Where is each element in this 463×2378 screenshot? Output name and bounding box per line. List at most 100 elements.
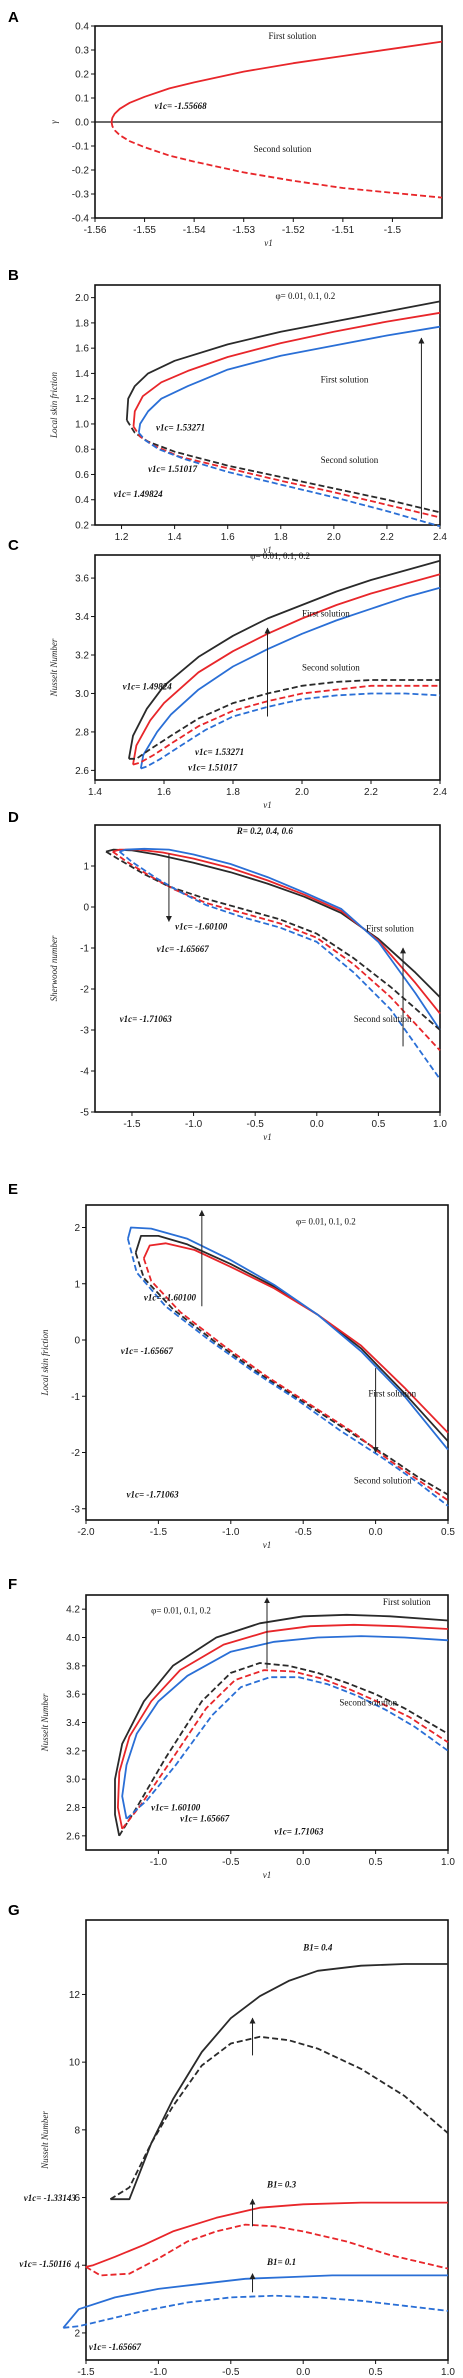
x-axis-label: v1 [263, 800, 272, 810]
series-line-3 [119, 847, 441, 1031]
panel-d: D -1.5 -1.0 -0.5 0.0 0.5 1.0 -5 -4 -3 -2 -1 0 1 v1 Sher… [8, 809, 447, 1142]
series-line-6 [63, 2294, 449, 2329]
note-label: Second solution [302, 662, 360, 672]
y-tick-label: -2 [80, 985, 89, 996]
y-tick-label: -4 [80, 1067, 89, 1078]
series-line-3 [121, 1635, 449, 1819]
note-label: Second solution [254, 144, 312, 154]
panel-letter: C [8, 537, 19, 554]
x-tick-label: 2.4 [433, 532, 447, 543]
y-tick-label: 2.8 [66, 1803, 80, 1814]
series-line-3 [139, 586, 441, 769]
y-tick-label: 0.0 [75, 118, 89, 129]
y-tick-label: 0 [74, 1336, 80, 1347]
y-tick-label: 2.8 [75, 727, 89, 738]
x-tick-label: 0.0 [369, 1527, 383, 1538]
series-line-1 [110, 1963, 448, 2201]
annotation-label: v1c= 1.60100 [151, 1802, 201, 1812]
series-line-5 [112, 850, 441, 1052]
annotation-label: v1c= -1.55668 [154, 101, 207, 111]
y-tick-label: 3.2 [75, 651, 89, 662]
series-line-1 [110, 40, 443, 123]
note-label: Second solution [354, 1014, 412, 1024]
x-tick-label: -1.0 [222, 1527, 240, 1538]
y-tick-label: 6 [74, 2193, 80, 2204]
y-axis-label: Nusselt Number [40, 1693, 50, 1752]
x-tick-label: 2.4 [433, 787, 447, 798]
annotation-label: v1c= -1.65667 [121, 1346, 174, 1356]
annotation-label: R= 0.2, 0.4, 0.6 [236, 826, 294, 836]
y-tick-label: 4 [74, 2261, 80, 2272]
series-line-5 [132, 684, 440, 766]
annotation-label: v1c= 1.51017 [188, 762, 238, 772]
series-line-1 [128, 559, 441, 759]
x-axis-label: v1 [263, 1540, 272, 1550]
series-line-6 [125, 1676, 449, 1820]
x-tick-label: -1.54 [183, 225, 206, 236]
plot-frame [85, 1204, 449, 1521]
x-tick-label: 1.0 [433, 1119, 447, 1130]
x-tick-label: 1.6 [221, 532, 235, 543]
y-tick-label: -1 [80, 944, 89, 955]
note-label: Second solution [339, 1698, 397, 1708]
y-tick-label: 2.6 [66, 1831, 80, 1842]
annotation-label: v1c= -1.60100 [175, 922, 228, 932]
y-tick-label: 1.6 [75, 344, 89, 355]
y-axis-label: Nusselt Number [49, 638, 59, 697]
y-tick-label: 0.2 [75, 70, 89, 81]
y-tick-label: 0.4 [75, 22, 89, 33]
panel-b: B 1.2 1.4 1.6 1.8 2.0 2.2 2.4 0.2 0.4 0.6 0.8 1.0 1.2… [8, 267, 447, 555]
annotation-label: B1= 0.1 [266, 2257, 296, 2267]
y-tick-label: -1 [71, 1392, 80, 1403]
y-tick-label: -2 [71, 1448, 80, 1459]
panel-c: C 1.4 1.6 1.8 2.0 2.2 2.4 2.6 2.8 3.0 3.2 3.4 3.6 v1 N… [8, 537, 447, 810]
annotation-label: v1c= -1.50116 [19, 2259, 71, 2269]
note-label: First solution [366, 924, 414, 934]
annotation-label: v1c= -1.65667 [157, 944, 210, 954]
x-tick-label: 0.5 [369, 1857, 383, 1868]
panel-e: E -2.0 -1.5 -1.0 -0.5 0.0 0.5 -3 -2 -1 0 1 2 v1 Local … [8, 1181, 455, 1550]
x-tick-label: 0.0 [296, 1857, 310, 1868]
y-tick-label: 0 [83, 903, 89, 914]
series-line-2 [142, 1242, 449, 1434]
y-tick-label: 3.4 [75, 612, 89, 623]
x-tick-label: 0.5 [441, 1527, 455, 1538]
note-label: First solution [302, 609, 350, 619]
note-label: Second solution [321, 455, 379, 465]
series-line-2 [109, 2035, 449, 2200]
y-tick-label: 0.2 [75, 521, 89, 532]
y-tick-label: 0.4 [75, 495, 89, 506]
y-tick-label: 3.6 [66, 1690, 80, 1701]
series-line-1 [134, 1235, 449, 1442]
x-tick-label: 1.4 [88, 787, 102, 798]
x-tick-label: 1.0 [441, 1857, 455, 1868]
x-tick-label: 0.0 [296, 2367, 310, 2378]
y-tick-label: 4.2 [66, 1605, 80, 1616]
x-tick-label: -1.0 [150, 2367, 168, 2378]
x-tick-label: 1.6 [157, 787, 171, 798]
x-tick-label: 1.8 [274, 532, 288, 543]
annotation-label: v1c= -1.71063 [127, 1490, 180, 1500]
panel-letter: G [8, 1902, 20, 1919]
y-tick-label: 3.4 [66, 1718, 80, 1729]
series-line-4 [105, 850, 441, 1031]
series-line-2 [132, 311, 441, 427]
annotation-label: v1c= 1.71063 [274, 1826, 324, 1836]
y-tick-label: 12 [69, 1990, 81, 2001]
x-tick-label: -0.5 [295, 1527, 313, 1538]
series-line-1 [125, 300, 441, 421]
y-tick-label: -3 [71, 1504, 80, 1515]
plot-frame [94, 554, 441, 781]
y-axis-label: Local skin friction [49, 372, 59, 439]
annotation-label: v1c= -1.60100 [144, 1293, 197, 1303]
series-line-3 [137, 325, 441, 433]
x-axis-label: v1 [263, 1870, 272, 1880]
y-tick-label: -3 [80, 1026, 89, 1037]
series-line-4 [118, 1662, 449, 1837]
y-tick-label: 2.6 [75, 766, 89, 777]
series-line-4 [134, 1252, 449, 1496]
y-tick-label: 0.1 [75, 94, 89, 105]
y-tick-label: 2 [74, 2328, 80, 2339]
annotation-label: B1= 0.3 [266, 2179, 297, 2189]
annotation-label: v1c= -1.33143 [24, 2193, 77, 2203]
